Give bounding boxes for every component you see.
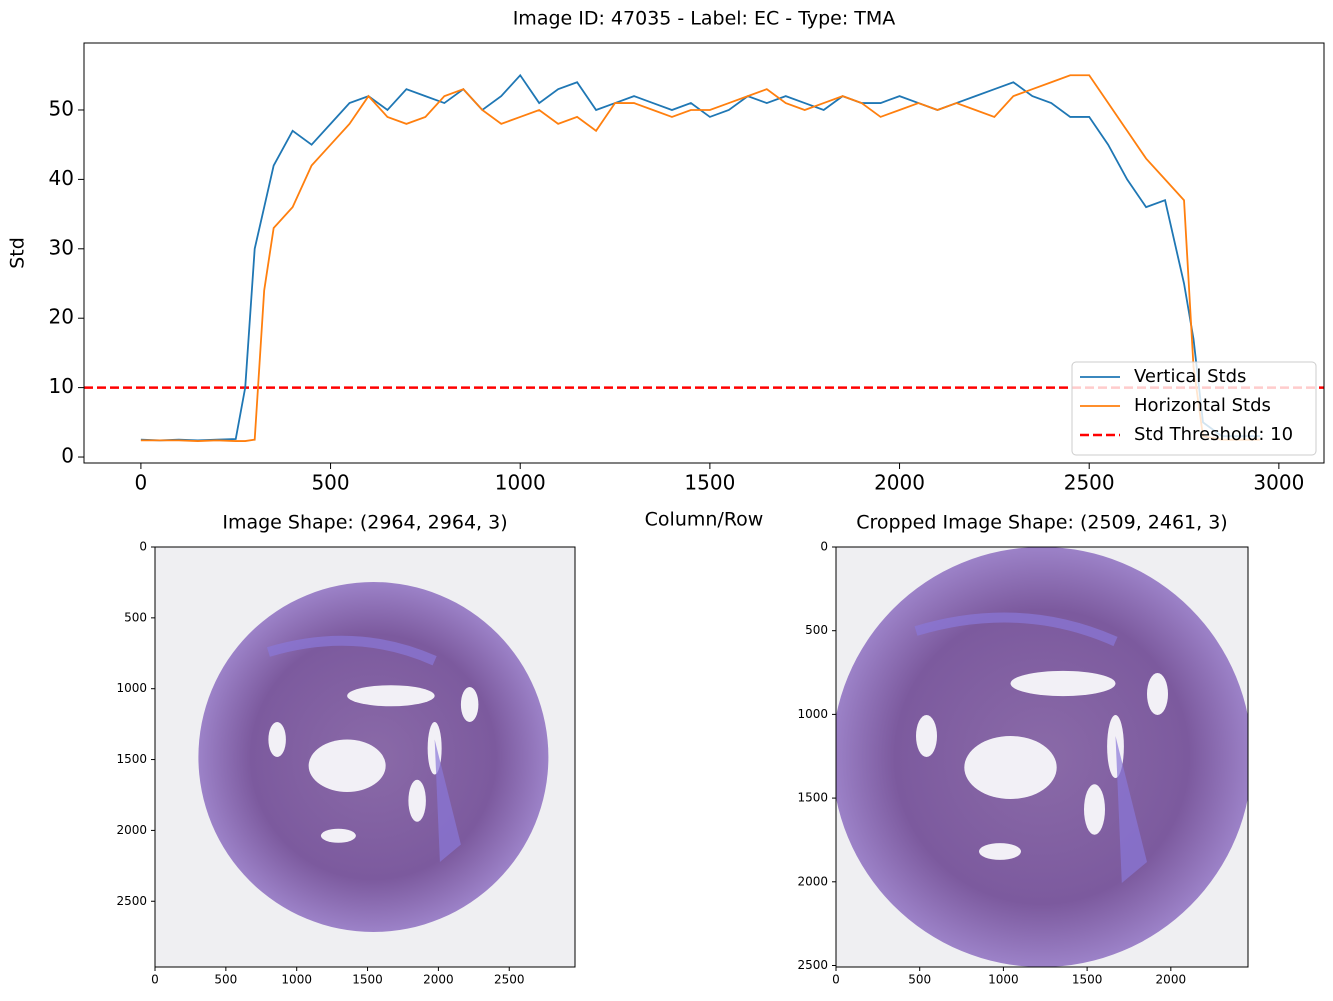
axes-frame (154, 546, 576, 968)
x-tick-label: 1500 (1072, 973, 1103, 987)
y-tick-label: 50 (49, 96, 74, 120)
y-tick-label: 0 (139, 540, 147, 554)
y-tick-label: 1000 (797, 707, 828, 721)
x-tick-label: 2000 (874, 471, 925, 495)
x-tick-label: 3000 (1253, 471, 1304, 495)
stroma (914, 612, 1118, 647)
x-tick-label: 500 (214, 973, 237, 987)
stroma (1115, 736, 1147, 883)
chart-title: Image Shape: (2964, 2964, 3) (222, 512, 507, 534)
legend-label: Std Threshold: 10 (1134, 424, 1293, 445)
x-tick-label: 500 (908, 973, 931, 987)
tissue-gap (460, 687, 479, 722)
y-tick-label: 2000 (116, 823, 147, 837)
x-axis-label: Column/Row (645, 509, 764, 531)
image (155, 547, 575, 967)
legend-label: Vertical Stds (1134, 366, 1246, 387)
y-tick-label: 1500 (797, 791, 828, 805)
y-tick-label: 0 (61, 444, 74, 468)
x-tick-label: 1500 (352, 973, 383, 987)
y-tick-label: 1000 (116, 681, 147, 695)
y-axis-label: Std (7, 237, 29, 269)
tissue-gap (1147, 673, 1168, 715)
tissue-gap (916, 715, 937, 757)
tissue-gap (408, 779, 426, 822)
y-tick-label: 500 (124, 610, 147, 624)
x-tick-label: 2000 (1156, 973, 1187, 987)
x-tick-label: 1000 (281, 973, 312, 987)
axes-frame (835, 546, 1249, 968)
chart-title: Cropped Image Shape: (2509, 2461, 3) (856, 512, 1227, 534)
x-tick-label: 2500 (494, 973, 525, 987)
tissue-gap (268, 722, 286, 757)
y-tick-label: 1500 (116, 752, 147, 766)
x-tick-label: 1000 (988, 973, 1019, 987)
x-tick-label: 0 (832, 973, 840, 987)
x-tick-label: 500 (311, 471, 349, 495)
legend-label: Horizontal Stds (1134, 395, 1271, 416)
x-tick-label: 0 (135, 471, 148, 495)
x-tick-label: 0 (151, 973, 159, 987)
image (836, 547, 1248, 967)
tissue-gap (1010, 670, 1116, 697)
series-line (140, 73, 1260, 442)
y-tick-label: 2500 (797, 958, 828, 972)
legend-box (1071, 361, 1317, 456)
tissue-gap (964, 736, 1057, 799)
y-tick-label: 2000 (797, 874, 828, 888)
y-tick-label: 20 (49, 305, 74, 329)
y-tick-label: 2500 (116, 894, 147, 908)
series-line (140, 74, 1260, 442)
y-tick-label: 30 (49, 235, 74, 259)
x-tick-label: 1500 (684, 471, 735, 495)
x-tick-label: 2500 (1064, 471, 1115, 495)
tissue-gap (979, 843, 1021, 860)
y-tick-label: 500 (805, 623, 828, 637)
x-tick-label: 1000 (495, 471, 546, 495)
tissue-gap (320, 828, 356, 843)
tissue-gap (1084, 784, 1105, 835)
axes-frame (83, 42, 1325, 464)
chart-title: Image ID: 47035 - Label: EC - Type: TMA (513, 8, 896, 30)
stroma (266, 635, 437, 666)
y-tick-label: 40 (49, 166, 74, 190)
x-tick-label: 2000 (423, 973, 454, 987)
tissue-gap (347, 685, 435, 707)
tissue-gap (308, 739, 386, 792)
y-tick-label: 0 (820, 540, 828, 554)
stroma (434, 739, 461, 862)
y-tick-label: 10 (49, 374, 74, 398)
